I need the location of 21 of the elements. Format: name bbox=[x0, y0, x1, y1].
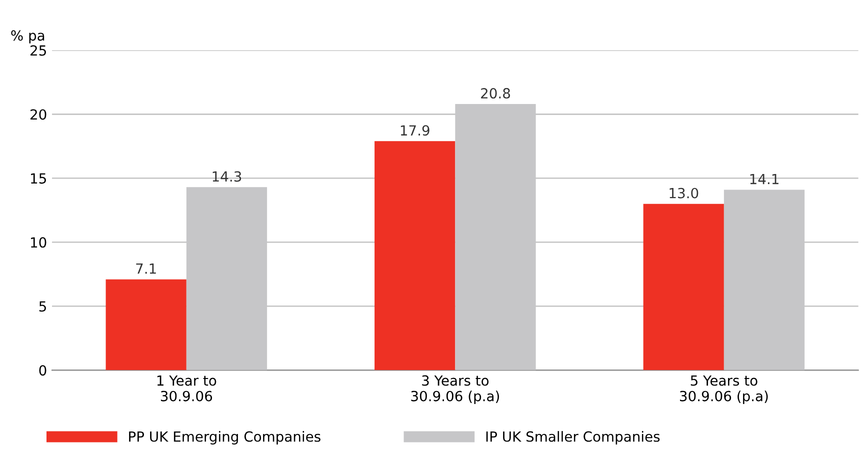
data-label: 20.8 bbox=[481, 88, 510, 99]
y-tick-label: 5 bbox=[39, 301, 46, 312]
data-label: 7.1 bbox=[136, 264, 156, 274]
bar bbox=[643, 204, 724, 370]
x-tick-label: 1 Year to 30.9.06 bbox=[157, 375, 216, 402]
y-tick-label: 10 bbox=[31, 237, 46, 248]
legend-label: IP UK Smaller Companies bbox=[486, 431, 660, 444]
data-label: 13.0 bbox=[670, 188, 698, 198]
legend-label: PP UK Emerging Companies bbox=[129, 431, 320, 444]
x-tick-label: 3 Years to 30.9.06 (p.a) bbox=[411, 375, 499, 404]
y-tick-label: 0 bbox=[39, 365, 46, 376]
data-label: 17.9 bbox=[400, 125, 430, 136]
y-tick-label: 15 bbox=[31, 173, 46, 184]
bar bbox=[374, 141, 456, 370]
y-tick-label: 20 bbox=[30, 109, 46, 120]
data-label: 14.1 bbox=[750, 174, 778, 184]
bar bbox=[106, 279, 186, 370]
y-tick-label: 25 bbox=[30, 45, 46, 56]
y-axis-title: % pa bbox=[11, 30, 44, 44]
x-tick-label: 5 Years to 30.9.06 (p.a) bbox=[680, 375, 768, 404]
data-label: 14.3 bbox=[212, 171, 242, 182]
